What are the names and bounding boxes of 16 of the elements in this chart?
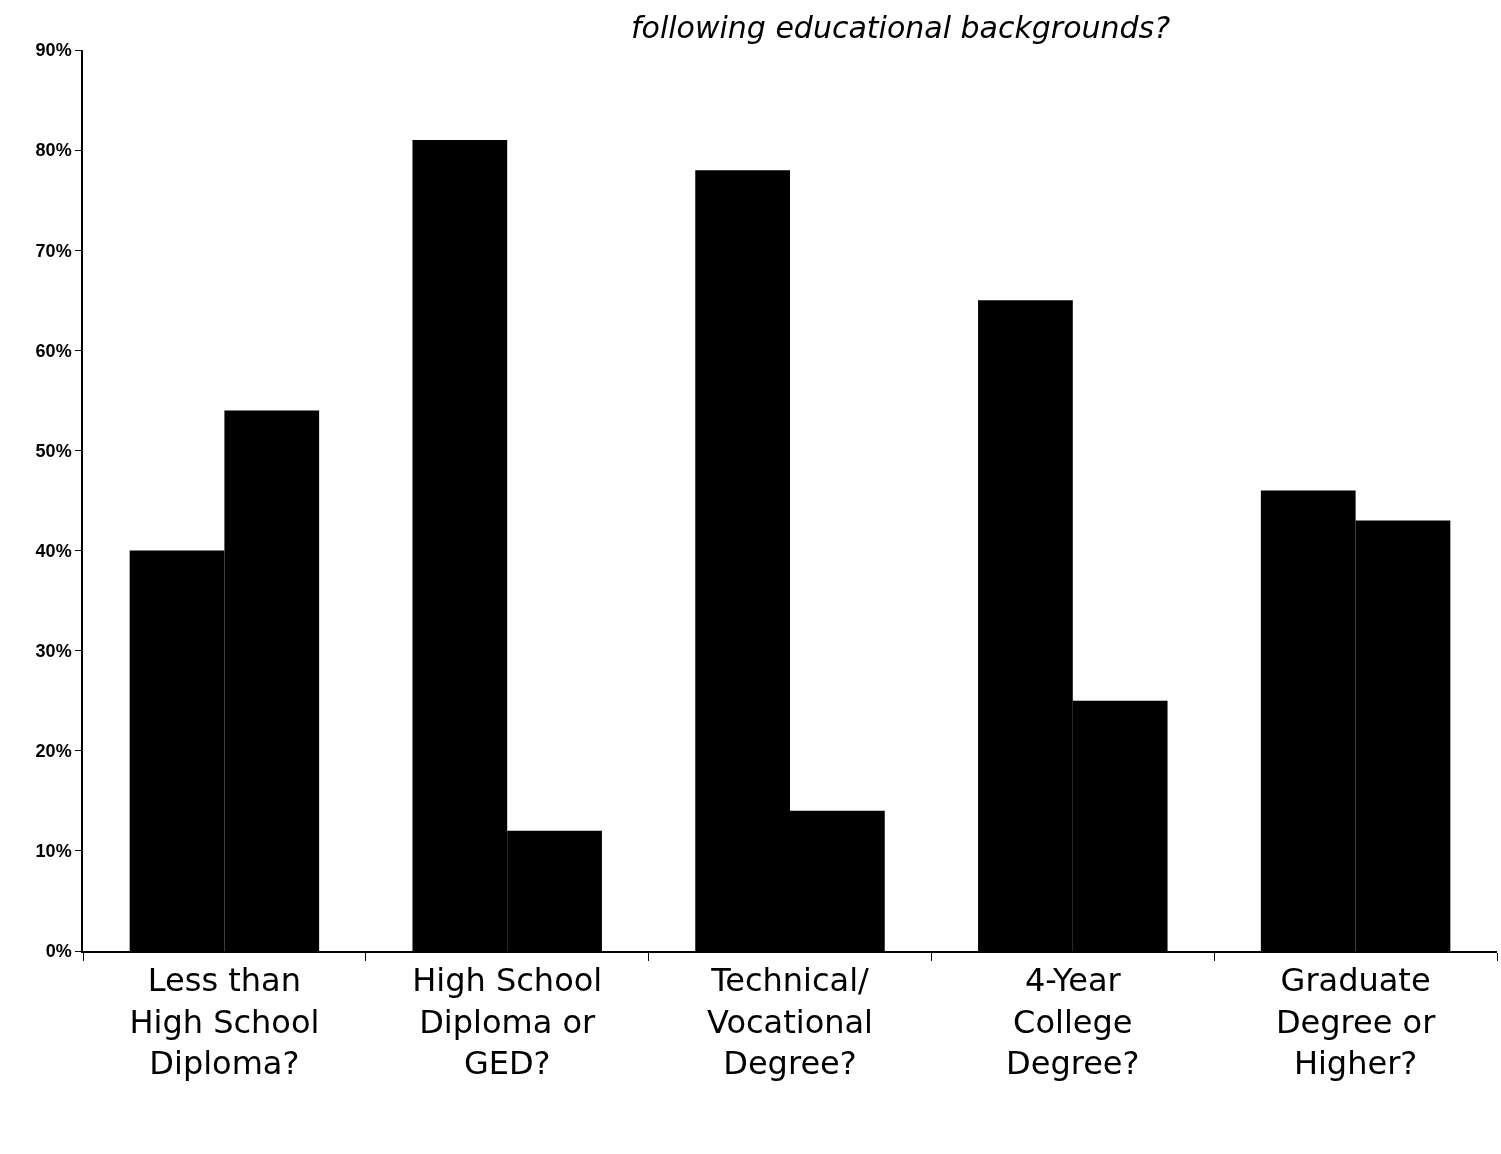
y-tick-label: 10% bbox=[35, 841, 72, 862]
x-tick-label: Less than High School Diploma? bbox=[129, 961, 320, 1083]
y-tick-label: 50% bbox=[35, 440, 72, 461]
x-tick-label: Graduate Degree or Higher? bbox=[1275, 961, 1437, 1083]
y-tick-label: 60% bbox=[35, 340, 72, 361]
y-tick-label: 90% bbox=[35, 40, 72, 61]
y-tick-label: 0% bbox=[45, 941, 72, 962]
x-tick-label: Technical/ Vocational Degree? bbox=[707, 961, 873, 1083]
chart-title: following educational backgrounds? bbox=[631, 10, 1171, 46]
x-tick-label: High School Diploma or GED? bbox=[412, 961, 603, 1083]
y-tick-label: 80% bbox=[35, 140, 72, 161]
y-tick-label: 40% bbox=[35, 540, 72, 561]
x-tick-label: 4-Year College Degree? bbox=[1006, 961, 1140, 1083]
y-tick-label: 20% bbox=[35, 741, 72, 762]
y-tick-label: 30% bbox=[35, 640, 72, 661]
y-tick-label: 70% bbox=[35, 240, 72, 261]
